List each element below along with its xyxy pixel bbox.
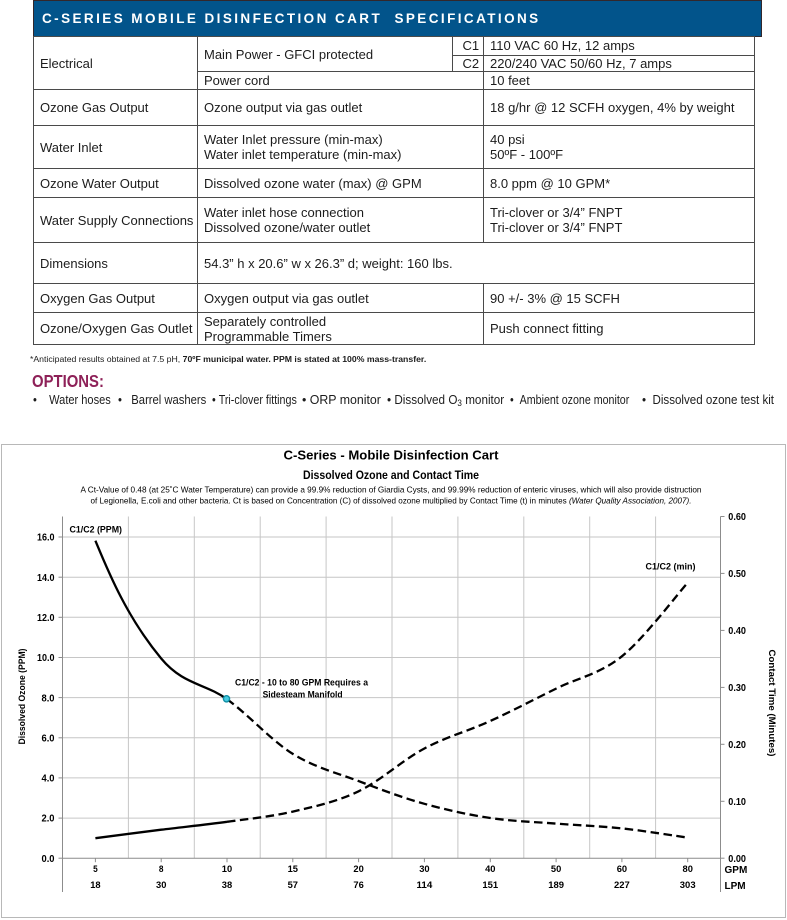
svg-text:2.0: 2.0 xyxy=(42,814,55,825)
svg-text:0.00: 0.00 xyxy=(728,854,746,865)
svg-text:C1/C2 (min): C1/C2 (min) xyxy=(646,562,696,573)
svg-text:LPM: LPM xyxy=(725,881,746,892)
svg-text:0.50: 0.50 xyxy=(728,569,746,580)
svg-text:80: 80 xyxy=(683,864,693,875)
svg-text:227: 227 xyxy=(614,880,630,891)
svg-text:189: 189 xyxy=(548,880,564,891)
svg-text:0.10: 0.10 xyxy=(728,797,746,808)
svg-text:114: 114 xyxy=(417,880,434,891)
svg-text:Contact Time (Minutes): Contact Time (Minutes) xyxy=(766,650,777,757)
svg-text:16.0: 16.0 xyxy=(37,533,55,544)
svg-text:GPM: GPM xyxy=(725,865,748,876)
svg-text:8.0: 8.0 xyxy=(42,693,55,704)
svg-text:Dissolved Ozone (PPM): Dissolved Ozone (PPM) xyxy=(17,649,28,745)
svg-text:40: 40 xyxy=(485,864,495,875)
svg-text:14.0: 14.0 xyxy=(37,573,55,584)
svg-text:8: 8 xyxy=(159,864,164,875)
svg-text:A Ct-Value of 0.48 (at 25˚C Wa: A Ct-Value of 0.48 (at 25˚C Water Temper… xyxy=(81,485,702,495)
svg-text:0.0: 0.0 xyxy=(42,854,55,865)
svg-text:30: 30 xyxy=(419,864,429,875)
svg-text:6.0: 6.0 xyxy=(42,733,55,744)
svg-text:4.0: 4.0 xyxy=(42,774,55,785)
svg-text:of Legionella, E.coli and othe: of Legionella, E.coli and other bacteria… xyxy=(91,496,692,506)
svg-text:0.20: 0.20 xyxy=(728,740,746,751)
svg-text:C-Series - Mobile Disinfection: C-Series - Mobile Disinfection Cart xyxy=(284,448,500,463)
svg-text:30: 30 xyxy=(156,880,166,891)
svg-text:151: 151 xyxy=(482,880,499,891)
svg-text:10.0: 10.0 xyxy=(37,653,55,664)
svg-text:18: 18 xyxy=(90,880,100,891)
svg-text:5: 5 xyxy=(93,864,98,875)
svg-text:57: 57 xyxy=(288,880,298,891)
svg-text:Dissolved Ozone and Contact Ti: Dissolved Ozone and Contact Time xyxy=(303,470,479,482)
svg-text:12.0: 12.0 xyxy=(37,613,55,624)
svg-text:76: 76 xyxy=(353,880,363,891)
svg-text:0.60: 0.60 xyxy=(728,512,746,523)
svg-text:C1/C2 (PPM): C1/C2 (PPM) xyxy=(70,525,123,536)
svg-text:0.30: 0.30 xyxy=(728,683,746,694)
svg-text:20: 20 xyxy=(353,864,363,875)
svg-text:Sidesteam Manifold: Sidesteam Manifold xyxy=(263,690,343,701)
svg-text:38: 38 xyxy=(222,880,232,891)
svg-text:15: 15 xyxy=(288,864,299,875)
svg-text:60: 60 xyxy=(617,864,627,875)
svg-text:C1/C2 - 10 to 80 GPM Requires: C1/C2 - 10 to 80 GPM Requires a xyxy=(235,678,369,689)
svg-text:10: 10 xyxy=(222,864,232,875)
svg-text:50: 50 xyxy=(551,864,561,875)
svg-text:0.40: 0.40 xyxy=(728,626,746,637)
svg-text:303: 303 xyxy=(680,880,696,891)
